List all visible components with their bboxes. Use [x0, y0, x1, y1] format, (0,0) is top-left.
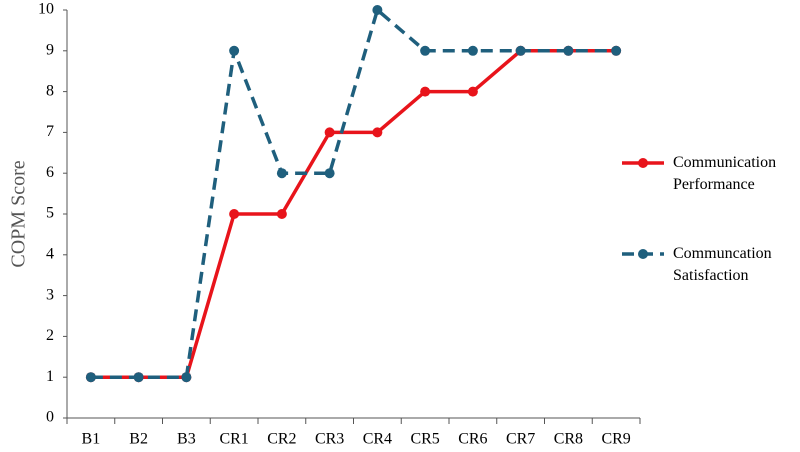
point	[611, 45, 622, 56]
y-tick-label: 8	[46, 82, 54, 99]
point	[181, 372, 192, 383]
series-line	[90, 49, 617, 379]
point	[85, 372, 96, 383]
point	[324, 127, 335, 138]
y-tick-label: 1	[46, 368, 54, 385]
y-tick-label: 3	[46, 286, 54, 303]
point	[276, 168, 287, 179]
y-tick-label: 10	[38, 1, 54, 18]
point	[420, 86, 431, 97]
x-tick-label: CR2	[267, 431, 296, 448]
legend-marker	[638, 158, 648, 168]
x-tick-label: B3	[177, 431, 196, 448]
x-tick-label: CR3	[315, 431, 344, 448]
x-tick-label: CR1	[219, 431, 248, 448]
x-tick-label: B1	[82, 431, 101, 448]
x-tick-label: CR6	[458, 431, 487, 448]
y-tick-label: 2	[46, 327, 54, 344]
y-tick-label: 9	[46, 41, 54, 58]
x-tick-label: CR5	[410, 431, 439, 448]
x-tick-label: CR8	[554, 431, 583, 448]
point	[467, 45, 478, 56]
point	[229, 209, 240, 219]
point	[133, 372, 144, 383]
point	[420, 45, 431, 56]
point	[372, 5, 383, 15]
y-tick-label: 0	[46, 409, 54, 426]
y-axis-label: COPM Score	[8, 160, 30, 267]
point	[372, 127, 383, 138]
point	[515, 45, 526, 56]
legend-marker	[638, 249, 648, 259]
x-tick-label: B2	[129, 431, 148, 448]
point	[324, 168, 335, 179]
point	[467, 86, 478, 97]
y-tick-label: 5	[46, 205, 54, 222]
y-tick-label: 6	[46, 164, 54, 181]
point	[563, 45, 574, 56]
x-tick-label: CR9	[601, 431, 630, 448]
series-line	[90, 8, 617, 379]
y-tick-label: 7	[46, 123, 54, 140]
y-tick-label: 4	[46, 245, 54, 262]
legend-label: Communcation Satisfaction	[673, 245, 772, 284]
legend-label: Communication Performance	[673, 154, 777, 193]
x-tick-label: CR4	[363, 431, 392, 448]
point	[276, 209, 287, 219]
point	[229, 45, 240, 56]
x-tick-label: CR7	[506, 431, 535, 448]
